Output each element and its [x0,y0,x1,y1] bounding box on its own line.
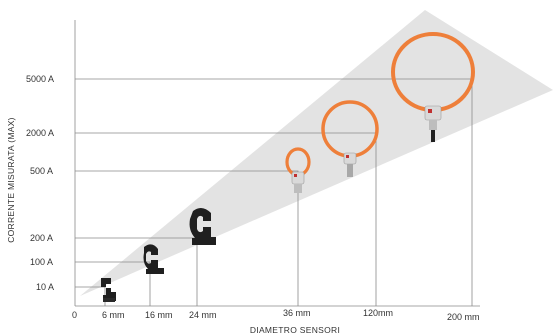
x-label-200mm: 200 mm [447,312,480,322]
y-label-5000a: 5000 A [26,74,54,84]
y-label-2000a: 2000 A [26,128,54,138]
y-label-100a: 100 A [30,257,53,267]
flex-coil-36mm-icon [285,147,311,193]
range-wedge [80,10,553,296]
y-label-500a: 500 A [30,166,53,176]
flex-coil-200mm-icon [391,32,475,142]
x-label-36mm: 36 mm [283,308,311,318]
clamp-sensor-16mm-icon [143,244,164,274]
clamp-sensor-6mm-icon [101,278,116,302]
origin-label: 0 [72,310,77,320]
clamp-sensor-24mm-icon [189,207,216,245]
flex-coil-120mm-icon [321,100,379,177]
y-label-10a: 10 A [36,282,54,292]
x-label-16mm: 16 mm [145,310,173,320]
x-label-120mm: 120mm [363,308,393,318]
y-label-200a: 200 A [30,233,53,243]
x-label-6mm: 6 mm [102,310,125,320]
x-axis-title: DIAMETRO SENSORI [250,325,340,335]
x-label-24mm: 24 mm [189,310,217,320]
y-axis-title: CORRENTE MISURATA (MAX) [6,117,16,243]
